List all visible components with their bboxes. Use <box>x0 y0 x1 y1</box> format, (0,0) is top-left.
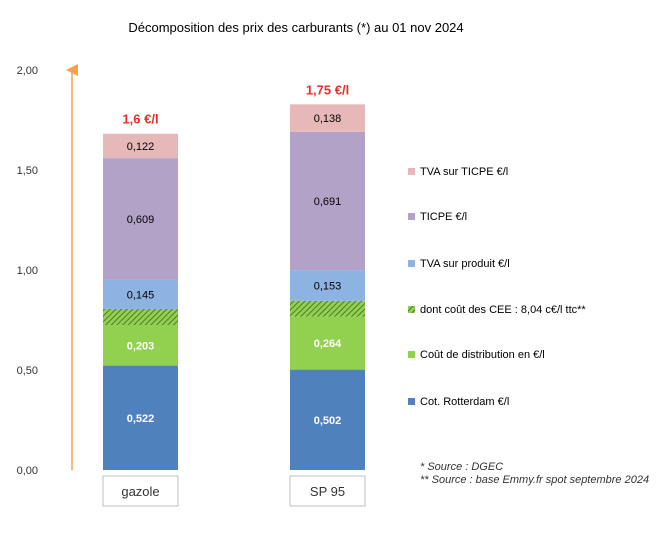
y-tick-label: 0,50 <box>17 365 38 377</box>
legend-label: TICPE €/l <box>420 211 467 223</box>
category-labels: gazole SP 95 <box>102 475 366 507</box>
bar-segment <box>290 300 365 317</box>
segment-value-label: 0,691 <box>314 196 342 208</box>
chart-title: Décomposition des prix des carburants (*… <box>128 20 463 35</box>
legend-label: dont coût des CEE : 8,04 c€/l ttc** <box>420 304 586 316</box>
y-tick-label: 0,00 <box>17 465 38 477</box>
bar-segment <box>290 104 365 132</box>
category-label: gazole <box>121 484 159 499</box>
segment-value-label: 0,122 <box>127 141 155 153</box>
source-note-2: ** Source : base Emmy.fr spot septembre … <box>420 474 649 486</box>
legend-swatch <box>408 398 415 405</box>
bars-group: 0,522 0,203 0,145 0,609 0,122 0,502 0,264 0,153… <box>103 104 365 470</box>
y-tick-label: 1,50 <box>17 165 38 177</box>
bar-total-label: 1,75 €/l <box>306 82 349 97</box>
legend: TVA sur TICPE €/l TICPE €/l TVA sur produi… <box>408 166 586 408</box>
bar-segment <box>103 158 178 280</box>
legend-swatch <box>408 168 415 175</box>
legend-swatch <box>408 351 415 358</box>
bar-segment <box>103 325 178 366</box>
legend-label: Coût de distribution en €/l <box>420 349 545 361</box>
legend-label: Cot. Rotterdam €/l <box>420 396 509 408</box>
bar-segment <box>103 308 178 325</box>
segment-value-label: 0,145 <box>127 289 155 301</box>
category-box <box>102 475 179 507</box>
legend-swatch <box>408 260 415 267</box>
legend-label: TVA sur TICPE €/l <box>420 166 508 178</box>
bar-segment <box>103 279 178 309</box>
y-axis: 0,00 0,50 1,00 1,50 2,00 <box>17 65 38 477</box>
segment-value-label: 0,264 <box>314 338 342 350</box>
segment-value-label: 0,138 <box>314 113 342 125</box>
segment-value-label: 0,522 <box>127 413 155 425</box>
legend-swatch <box>408 306 415 313</box>
bar-segment <box>290 316 365 370</box>
totals-group: 1,6 €/l 1,75 €/l <box>122 82 349 126</box>
bar-segment <box>290 131 365 271</box>
category-box <box>289 475 366 507</box>
legend-swatch <box>408 213 415 220</box>
segment-value-label: 0,153 <box>314 280 342 292</box>
segment-value-label: 0,502 <box>314 415 342 427</box>
y-tick-label: 1,00 <box>17 265 38 277</box>
bar-segment <box>290 369 365 470</box>
bar-segment <box>103 133 178 159</box>
segment-value-label: 0,203 <box>127 340 155 352</box>
legend-label: TVA sur produit €/l <box>420 258 510 270</box>
category-label: SP 95 <box>310 484 345 499</box>
bar-total-label: 1,6 €/l <box>122 112 158 127</box>
segment-value-label: 0,609 <box>127 214 155 226</box>
source-note-1: * Source : DGEC <box>420 461 503 473</box>
bar-segment <box>290 270 365 301</box>
bar-segment <box>103 365 178 470</box>
y-tick-label: 2,00 <box>17 65 38 77</box>
